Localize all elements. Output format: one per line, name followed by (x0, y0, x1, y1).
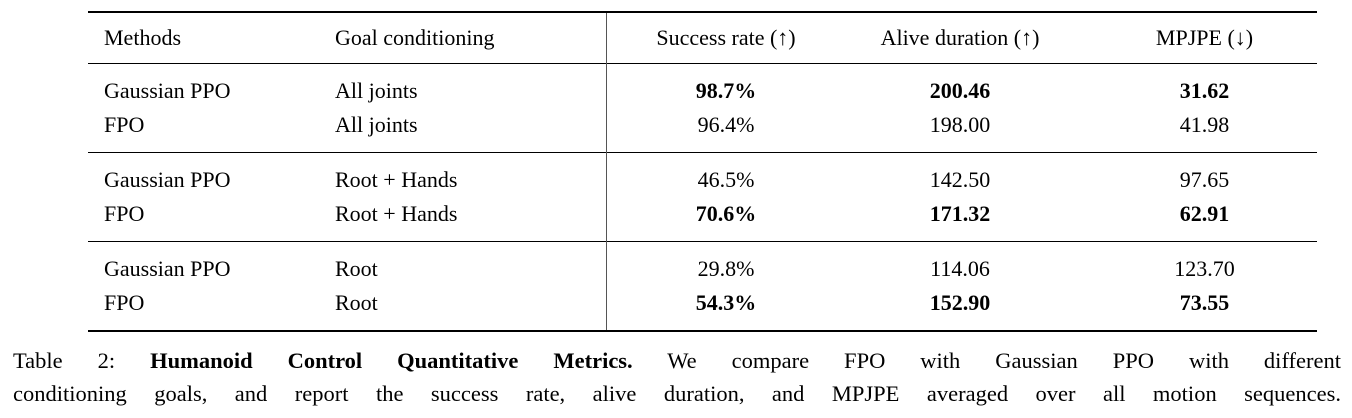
column-header-goal: Goal conditioning (335, 25, 495, 50)
cell-method: Gaussian PPO (104, 78, 231, 103)
cell-mpjpe: 62.91 (1179, 201, 1230, 226)
caption-text-line2: conditioning goals, and report the succe… (13, 381, 1341, 406)
table-row: FPO Root + Hands 70.6% 171.32 62.91 (88, 197, 1317, 242)
cell-success-rate: 54.3% (606, 286, 845, 331)
cell-success-rate: 46.5% (606, 152, 845, 197)
cell-alive: 152.90 (929, 290, 991, 315)
cell-mpjpe: 31.62 (1179, 78, 1230, 103)
column-header-methods: Methods (104, 25, 181, 50)
cell-method: FPO (104, 112, 145, 137)
cell-method: FPO (104, 201, 145, 226)
caption-title: Humanoid Control Quantitative Metrics. (150, 348, 633, 373)
cell-method: Gaussian PPO (104, 167, 231, 192)
cell-goal: Root (335, 256, 378, 281)
row-group-all-joints: Gaussian PPO All joints 98.7% 200.46 31.… (88, 63, 1317, 153)
caption-text-line1: We compare FPO with Gaussian PPO with di… (667, 348, 1341, 373)
row-group-root: Gaussian PPO Root 29.8% 114.06 123.70 FP… (88, 241, 1317, 331)
column-header-mpjpe: MPJPE (↓) (1155, 25, 1254, 50)
table-row: Gaussian PPO Root + Hands 46.5% 142.50 9… (88, 152, 1317, 197)
caption-line-2: conditioning goals, and report the succe… (13, 377, 1341, 410)
cell-goal: All joints (335, 78, 418, 103)
cell-goal: Root + Hands (335, 167, 458, 192)
table-caption: Table 2: Humanoid Control Quantitative M… (13, 344, 1341, 410)
table-row: FPO All joints 96.4% 198.00 41.98 (88, 108, 1317, 153)
cell-success-rate: 96.4% (606, 108, 845, 153)
cell-success-rate: 98.7% (606, 63, 845, 108)
cell-method: Gaussian PPO (104, 256, 231, 281)
cell-success-rate: 70.6% (606, 197, 845, 242)
cell-alive: 114.06 (930, 256, 990, 281)
column-header-alive-duration: Alive duration (↑) (880, 25, 1040, 50)
cell-method: FPO (104, 290, 145, 315)
table-row: Gaussian PPO Root 29.8% 114.06 123.70 (88, 241, 1317, 286)
cell-alive: 200.46 (929, 78, 991, 103)
caption-line-1: Table 2: Humanoid Control Quantitative M… (13, 344, 1341, 377)
cell-mpjpe: 123.70 (1174, 256, 1235, 281)
cell-mpjpe: 73.55 (1179, 290, 1230, 315)
table-row: Gaussian PPO All joints 98.7% 200.46 31.… (88, 63, 1317, 108)
cell-goal: All joints (335, 112, 418, 137)
cell-mpjpe: 97.65 (1179, 167, 1230, 192)
header-row: Methods Goal conditioning Success rate (… (88, 12, 1317, 64)
cell-goal: Root + Hands (335, 201, 458, 226)
cell-mpjpe: 41.98 (1179, 112, 1230, 137)
cell-alive: 142.50 (929, 167, 991, 192)
cell-success-rate: 29.8% (606, 241, 845, 286)
table-header: Methods Goal conditioning Success rate (… (88, 12, 1317, 64)
column-header-success-rate: Success rate (↑) (606, 12, 845, 64)
caption-table-number: Table 2: (13, 348, 116, 373)
metrics-table: Methods Goal conditioning Success rate (… (88, 11, 1317, 332)
cell-goal: Root (335, 290, 378, 315)
table-row: FPO Root 54.3% 152.90 73.55 (88, 286, 1317, 331)
cell-alive: 198.00 (929, 112, 991, 137)
row-group-root-hands: Gaussian PPO Root + Hands 46.5% 142.50 9… (88, 152, 1317, 242)
cell-alive: 171.32 (929, 201, 991, 226)
